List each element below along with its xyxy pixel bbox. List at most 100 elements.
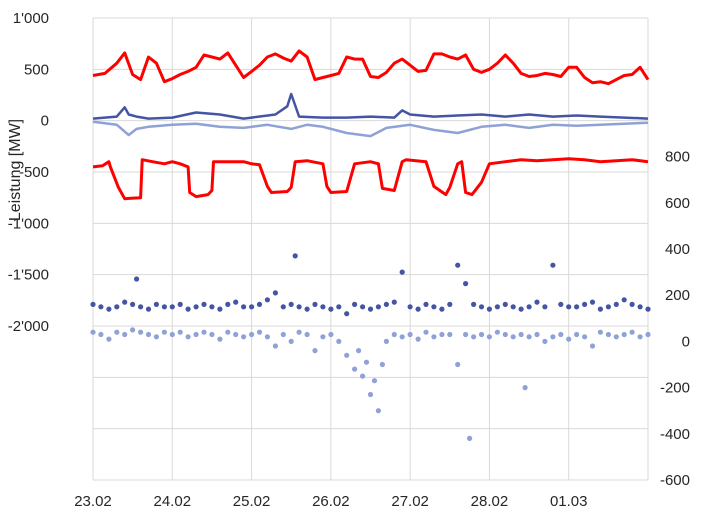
scatter-point [138,304,144,310]
right-tick-label: 200 [665,287,690,304]
scatter-point [502,301,508,307]
scatter-point [272,290,278,296]
scatter-point [98,304,104,310]
scatter-point [415,336,421,342]
scatter-point [209,304,215,310]
scatter-point [431,334,437,340]
scatter-point [312,348,318,354]
scatter-point [494,304,500,310]
scatter-point [241,334,247,340]
scatter-point [542,304,548,310]
scatter-point [463,331,469,338]
scatter-point [225,329,231,335]
scatter-point [367,391,374,398]
right-tick-label: -600 [660,472,690,489]
scatter-point [526,334,532,340]
scatter-point [264,297,270,303]
x-tick-label: 28.02 [471,493,509,510]
scatter-point [455,361,461,368]
series-line-1 [92,49,650,86]
scatter-point [360,304,366,310]
scatter-point [344,352,350,358]
scatter-point [352,366,358,372]
scatter-point [336,304,342,310]
scatter-point [169,331,175,338]
scatter-point [138,329,144,335]
scatter-point [363,359,370,365]
scatter-point [574,331,580,338]
scatter-point [153,334,159,340]
scatter-point [510,334,516,340]
scatter-point [375,304,381,310]
scatter-point [352,301,358,307]
scatter-point [98,331,104,338]
scatter-point [486,306,492,312]
scatter-point [526,304,532,310]
scatter-point [447,301,453,307]
scatter-point [328,306,334,312]
scatter-point [193,331,199,338]
scatter-point [90,301,96,307]
scatter-point [486,334,492,340]
scatter-point [233,299,239,305]
scatter-point [605,304,612,310]
left-tick-label: 0 [41,113,49,130]
right-tick-label: 800 [665,149,690,166]
scatter-point [478,331,485,338]
scatter-point [288,338,294,344]
left-tick-label: 500 [24,61,49,78]
scatter-point [463,281,469,287]
scatter-point [478,304,485,310]
scatter-point [90,329,96,335]
scatter-point [383,301,389,307]
scatter-point [629,329,635,335]
scatter-point [439,306,445,312]
scatter-point [423,329,429,335]
scatter-point [467,435,473,441]
scatter-point [471,301,477,307]
scatter-point [613,334,619,340]
left-tick-label: -2'000 [8,318,49,335]
scatter-point [613,301,619,307]
scatter-point [494,329,500,335]
right-axis-ticks: 800 600 400 200 0 -200 -400 -600 [660,149,690,489]
scatter-point [375,408,381,414]
x-tick-label: 27.02 [391,493,429,510]
scatter-point [597,306,604,312]
scatter-point [356,348,362,354]
right-tick-label: 400 [665,241,690,258]
scatter-point [407,331,413,338]
scatter-point [296,304,302,310]
scatter-point [431,304,437,310]
scatter-point [399,269,405,275]
scatter-point [114,304,120,310]
scatter-point [582,301,588,307]
scatter-point [249,304,255,310]
scatter-point [225,301,231,307]
scatter-point [201,329,207,335]
scatter-point [153,301,159,307]
scatter-point [574,304,580,310]
scatter-point [272,343,278,349]
scatter-point [161,329,167,335]
scatter-point [320,334,326,340]
right-tick-label: 0 [682,333,690,350]
scatter-point [145,331,152,338]
scatter-point [550,334,556,340]
series-line-3 [92,92,649,120]
scatter-point [371,378,378,384]
scatter-point [399,334,405,340]
scatter-point [336,338,342,344]
scatter-point [292,253,298,259]
scatter-point [534,331,540,338]
series-line-4 [92,120,649,138]
left-tick-label: 1'000 [13,10,49,27]
scatter-point [328,331,334,338]
x-tick-label: 01.03 [550,493,588,510]
scatter-point [241,304,247,310]
scatter-point [122,299,128,305]
scatter-point [304,306,310,312]
scatter-point [621,297,627,303]
scatter-point [542,338,548,344]
